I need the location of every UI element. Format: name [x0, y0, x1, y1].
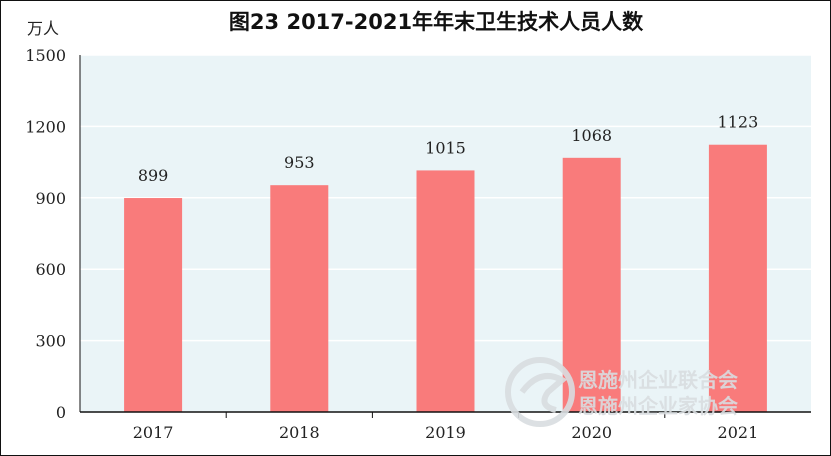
bar-2021	[708, 144, 767, 412]
y-tick-label: 300	[35, 332, 66, 351]
watermark-logo-mark	[519, 373, 568, 413]
y-tick-label: 1200	[25, 117, 66, 136]
y-axis-unit: 万人	[27, 19, 59, 38]
x-axis-ticks: 2017 2018 2019 2020 2021	[133, 412, 759, 442]
watermark-line-2: 恩施州企业家协会	[578, 394, 738, 418]
chart-title: 图23 2017-2021年年末卫生技术人员人数	[229, 10, 644, 34]
data-label: 1068	[571, 126, 612, 145]
y-tick-label: 0	[56, 403, 66, 422]
y-tick-label: 600	[35, 260, 66, 279]
data-label: 1015	[425, 138, 466, 157]
data-labels: 899 953 1015 1068 1123	[138, 113, 758, 185]
watermark: 恩施州企业联合会 恩施州企业家协会	[505, 357, 738, 427]
y-tick-label: 900	[35, 189, 66, 208]
bar-2020	[562, 157, 621, 412]
x-tick-label: 2017	[133, 423, 174, 442]
bar-2019	[416, 170, 475, 412]
y-axis-ticks: 0 300 600 900 1200 1500	[25, 46, 66, 422]
bar-2017	[124, 198, 183, 412]
x-tick-label: 2018	[279, 423, 320, 442]
x-tick-label: 2020	[571, 423, 612, 442]
bars	[124, 144, 767, 412]
bar-2018	[270, 185, 329, 412]
y-tick-label: 1500	[25, 46, 66, 65]
watermark-line-1: 恩施州企业联合会	[578, 368, 738, 392]
data-label: 1123	[718, 113, 759, 132]
watermark-logo-icon	[505, 357, 575, 427]
data-label: 953	[284, 153, 315, 172]
x-tick-label: 2019	[425, 423, 466, 442]
data-label: 899	[138, 166, 169, 185]
x-tick-label: 2021	[718, 423, 759, 442]
